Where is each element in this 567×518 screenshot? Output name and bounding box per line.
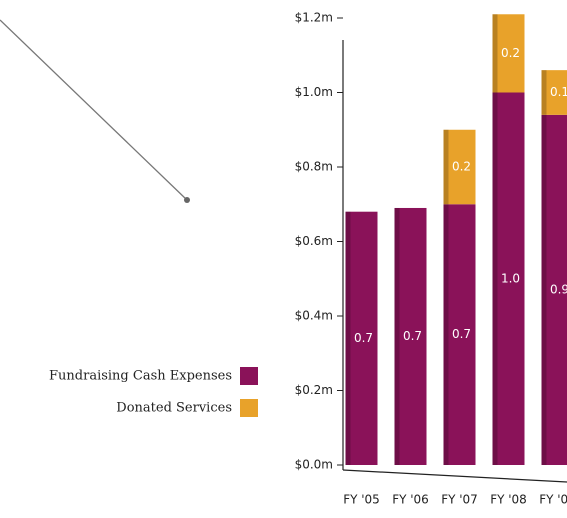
pointer-line [0, 19, 188, 201]
legend-swatch [240, 399, 258, 417]
bar-side [394, 207, 400, 465]
bar-segment [443, 204, 476, 465]
y-tick-label: $1.0m [295, 85, 333, 99]
y-tick-label: $0.4m [295, 309, 333, 323]
bar-side [541, 70, 547, 115]
bar-segment [394, 207, 427, 465]
bar-segment [345, 211, 378, 465]
value-label: 0.2 [452, 160, 471, 174]
y-tick-label: $1.2m [295, 11, 333, 25]
bar-side [492, 14, 498, 93]
x-tick-label: FY '09 [539, 493, 567, 507]
bar-segment [541, 114, 567, 465]
bar-side [541, 114, 547, 465]
bar-side [443, 204, 449, 465]
value-label: 0.2 [501, 46, 520, 60]
value-label: 0.7 [354, 331, 373, 345]
value-label: 1.0 [501, 271, 520, 285]
value-label: 0.7 [452, 327, 471, 341]
bar-side [443, 129, 449, 205]
legend-label: Fundraising Cash Expenses [49, 369, 232, 384]
x-axis [342, 469, 567, 483]
bar-segment [492, 14, 525, 93]
y-tick-label: $0.2m [295, 383, 333, 397]
x-tick-label: FY '07 [441, 493, 478, 507]
y-tick-label: $0.8m [295, 160, 333, 174]
bar-segment [443, 129, 476, 205]
x-tick-label: FY '06 [392, 493, 429, 507]
x-tick-label: FY '05 [343, 493, 380, 507]
y-tick-label: $0.6m [295, 234, 333, 248]
value-label: 0.1 [550, 85, 567, 99]
bar-segment [492, 92, 525, 465]
y-tick-label: $0.0m [295, 458, 333, 472]
legend-label: Donated Services [116, 401, 232, 416]
value-label: 0.9 [550, 282, 567, 296]
bar-side [345, 211, 351, 465]
bar-segment [541, 70, 567, 115]
bar-side [492, 92, 498, 465]
value-label: 0.7 [403, 329, 422, 343]
x-tick-label: FY '08 [490, 493, 527, 507]
pointer-dot [184, 197, 190, 203]
legend-swatch [240, 367, 258, 385]
